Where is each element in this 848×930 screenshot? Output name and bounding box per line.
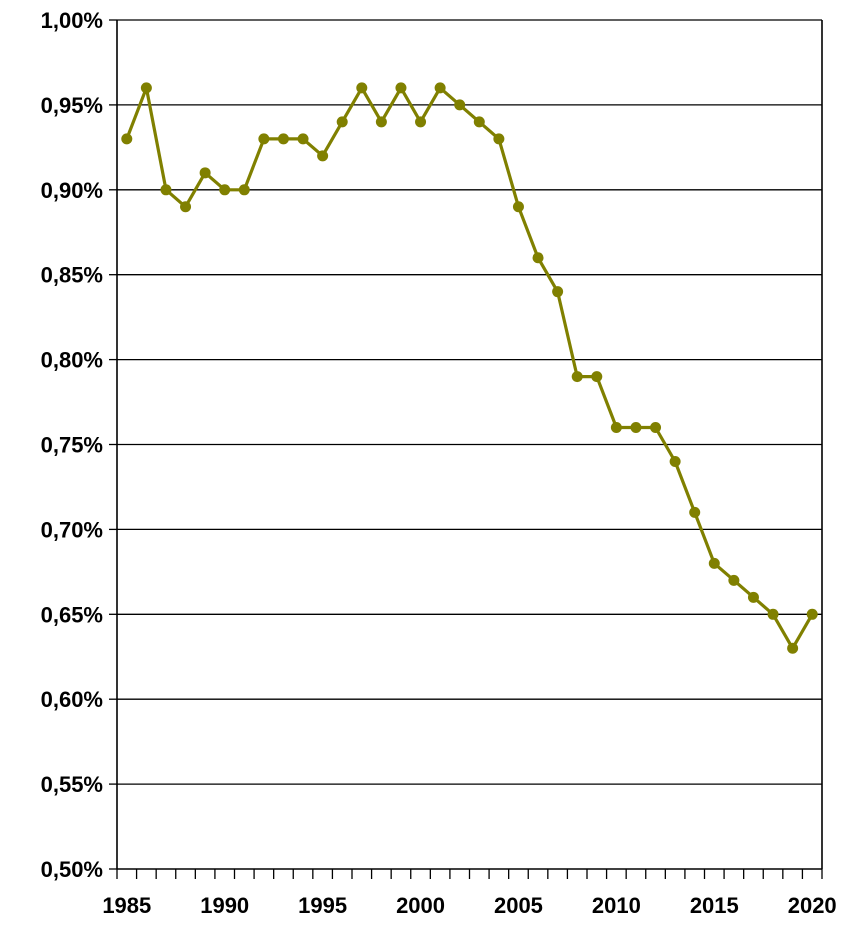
data-point: [434, 82, 446, 94]
data-point: [415, 116, 427, 128]
data-point: [336, 116, 348, 128]
data-point: [454, 99, 466, 111]
data-point: [532, 252, 544, 264]
x-tick-label: 2000: [396, 893, 445, 918]
data-point: [473, 116, 485, 128]
data-point: [747, 591, 759, 603]
x-tick-label: 1985: [102, 893, 151, 918]
series-group: [121, 82, 818, 654]
x-tick-label: 2015: [690, 893, 739, 918]
data-point: [140, 82, 152, 94]
data-point: [630, 422, 642, 434]
data-point: [728, 574, 740, 586]
data-point: [708, 557, 720, 569]
data-point: [610, 422, 622, 434]
data-point: [375, 116, 387, 128]
data-point: [199, 167, 211, 179]
y-tick-label: 0,65%: [41, 602, 103, 627]
data-point: [767, 608, 779, 620]
data-point: [512, 201, 524, 213]
data-point: [121, 133, 133, 145]
data-point: [650, 422, 662, 434]
y-tick-label: 0,85%: [41, 263, 103, 288]
x-tick-label: 1990: [200, 893, 249, 918]
x-tick-label: 2005: [494, 893, 543, 918]
y-tick-label: 1,00%: [41, 8, 103, 33]
data-point: [356, 82, 368, 94]
data-point: [689, 506, 701, 518]
data-point: [297, 133, 309, 145]
data-point: [571, 371, 583, 383]
data-point: [160, 184, 172, 196]
y-tick-label: 0,90%: [41, 178, 103, 203]
y-axis-tick-labels: 0,50% 0,55% 0,60% 0,65% 0,70% 0,75% 0,80% 0,85%…: [41, 8, 117, 882]
y-tick-label: 0,75%: [41, 433, 103, 458]
data-point: [317, 150, 329, 162]
x-axis-ticks: 1985 1990 1995 2000 2005 2010 2015 2020: [102, 869, 837, 918]
data-point: [806, 608, 818, 620]
y-tick-label: 0,95%: [41, 93, 103, 118]
y-tick-label: 0,70%: [41, 517, 103, 542]
y-tick-label: 0,55%: [41, 772, 103, 797]
data-point: [669, 455, 681, 467]
data-point: [552, 286, 564, 298]
data-point: [219, 184, 231, 196]
data-point: [395, 82, 407, 94]
grid-lines: [117, 19, 822, 785]
data-point: [258, 133, 270, 145]
data-point: [180, 201, 192, 213]
y-tick-label: 0,60%: [41, 687, 103, 712]
data-point: [591, 371, 603, 383]
x-tick-label: 1995: [298, 893, 347, 918]
y-tick-label: 0,50%: [41, 857, 103, 882]
data-point: [277, 133, 289, 145]
x-tick-label: 2010: [592, 893, 641, 918]
x-tick-label: 2020: [788, 893, 837, 918]
data-point: [787, 642, 799, 654]
data-point: [238, 184, 250, 196]
y-tick-label: 0,80%: [41, 348, 103, 373]
data-point: [493, 133, 505, 145]
